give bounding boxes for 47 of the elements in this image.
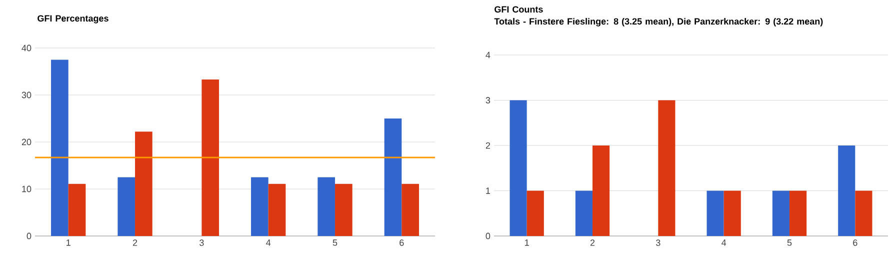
bar: [335, 184, 352, 236]
x-tick-label: 1: [525, 240, 529, 246]
bar: [789, 190, 807, 236]
x-tick-label: 2: [590, 240, 595, 246]
y-tick-label: 10: [22, 186, 32, 192]
x-tick-label: 1: [66, 240, 70, 246]
bar: [202, 79, 220, 236]
y-tick-label: 40: [22, 44, 32, 52]
x-tick-label: 4: [722, 240, 726, 246]
bar: [575, 190, 592, 236]
bar: [68, 184, 86, 236]
y-tick-label: 1: [486, 188, 490, 194]
chart-title: GFI Percentages: [38, 15, 108, 24]
y-tick-label: 3: [486, 97, 490, 104]
chart-subtitle: Totals - Finstere Fieslinge: 8 (3.25 mean), Die Panzerknacker: 9 (3.22 mean): [494, 18, 823, 26]
bar: [724, 190, 741, 236]
y-tick-label: 20: [22, 138, 32, 146]
bar: [838, 145, 856, 236]
bar: [402, 184, 420, 236]
bar: [51, 60, 68, 236]
bar: [318, 177, 335, 236]
bar: [772, 190, 790, 236]
bar: [526, 190, 544, 236]
bar: [268, 184, 286, 236]
x-tick-label: 2: [132, 240, 138, 246]
bar: [706, 190, 724, 236]
x-tick-label: 4: [266, 240, 271, 246]
x-tick-label: 6: [400, 240, 404, 246]
y-tick-label: 0: [486, 232, 490, 240]
chart-title: GFI Counts: [494, 6, 543, 13]
x-tick-label: 3: [200, 240, 204, 246]
y-tick-label: 0: [26, 232, 32, 240]
bar: [510, 100, 527, 236]
y-tick-label: 4: [486, 52, 490, 58]
x-tick-label: 6: [853, 240, 858, 246]
bar: [118, 177, 136, 236]
bar: [855, 190, 872, 236]
x-tick-label: 3: [656, 240, 660, 246]
x-tick-label: 5: [787, 240, 792, 246]
bar: [384, 118, 402, 236]
bar: [135, 132, 152, 236]
x-tick-label: 5: [332, 240, 338, 246]
y-tick-label: 2: [486, 142, 490, 149]
bar: [251, 177, 268, 236]
y-tick-label: 30: [22, 92, 32, 98]
bar: [658, 100, 676, 236]
bar: [592, 145, 610, 236]
